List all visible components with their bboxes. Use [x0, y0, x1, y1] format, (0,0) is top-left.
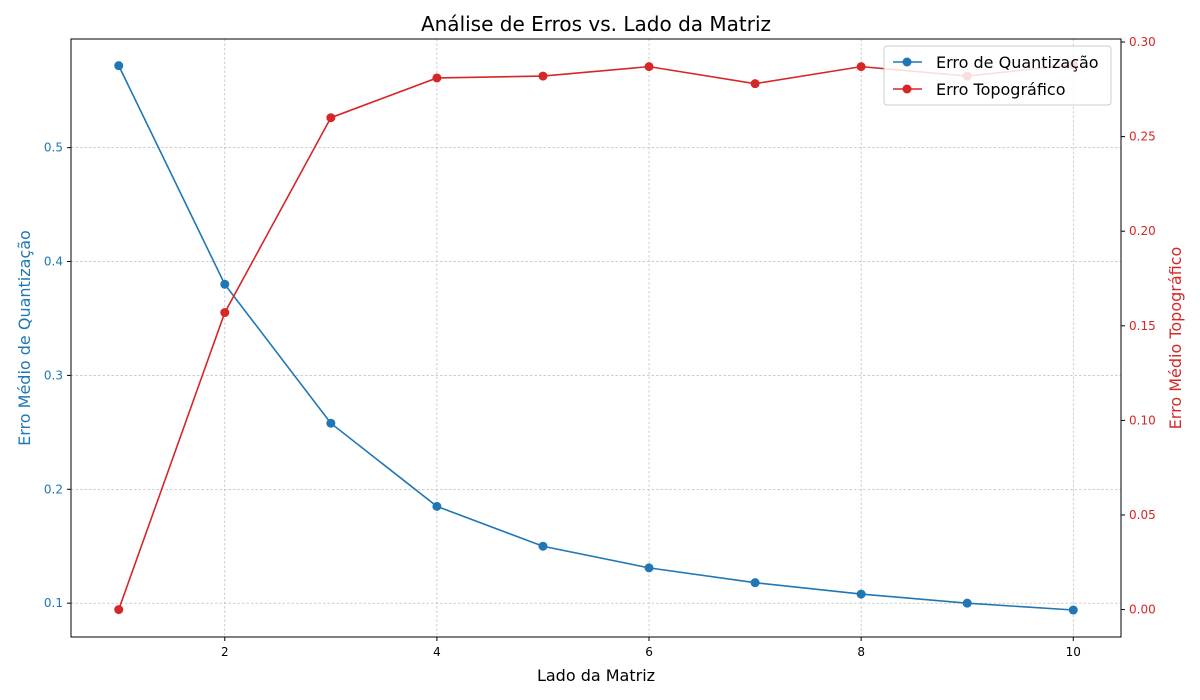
y-axis-right: 0.00 0.05 0.10 0.15 0.20 0.25 0.30 — [1121, 35, 1156, 617]
y-right-tick-label: 0.25 — [1129, 130, 1156, 144]
data-point-0 — [432, 501, 442, 511]
plot-frame — [70, 38, 1122, 638]
data-point-0 — [114, 61, 124, 71]
y-right-tick-label: 0.10 — [1129, 413, 1156, 427]
legend-marker-topografico — [902, 84, 912, 94]
data-point-1 — [326, 113, 336, 123]
legend-box — [883, 45, 1112, 106]
legend-label-quantizacao: Erro de Quantização — [936, 53, 1099, 72]
x-tick-label: 10 — [1066, 645, 1081, 659]
legend: Erro de Quantização Erro Topográfico — [883, 45, 1112, 106]
data-point-1 — [432, 73, 442, 83]
data-point-1 — [538, 71, 548, 81]
y-right-tick-label: 0.15 — [1129, 319, 1156, 333]
y-right-tick-label: 0.00 — [1129, 603, 1156, 617]
x-tick-label: 2 — [221, 645, 229, 659]
data-point-0 — [856, 589, 866, 599]
y-left-tick-label: 0.5 — [44, 141, 63, 155]
x-tick-label: 6 — [645, 645, 653, 659]
data-point-1 — [114, 605, 124, 615]
y-right-tick-label: 0.30 — [1129, 35, 1156, 49]
y-left-tick-label: 0.1 — [44, 596, 63, 610]
series-line-1 — [117, 63, 1074, 610]
x-axis: 2 4 6 8 10 — [221, 637, 1081, 659]
x-tick-label: 4 — [433, 645, 441, 659]
y-left-tick-label: 0.4 — [44, 255, 63, 269]
x-tick-label: 8 — [857, 645, 865, 659]
data-point-0 — [326, 418, 336, 428]
data-point-0 — [750, 578, 760, 588]
data-point-1 — [750, 79, 760, 89]
legend-label-topografico: Erro Topográfico — [936, 80, 1066, 99]
data-point-1 — [220, 308, 230, 318]
series-line-0 — [118, 65, 1074, 611]
y-right-tick-label: 0.05 — [1129, 508, 1156, 522]
y-left-tick-label: 0.2 — [44, 482, 63, 496]
data-point-0 — [962, 598, 972, 608]
y-axis-left: 0.1 0.2 0.3 0.4 0.5 — [44, 141, 71, 610]
series-layer — [114, 60, 1078, 615]
data-point-1 — [644, 62, 654, 72]
x-axis-label: Lado da Matriz — [537, 666, 655, 685]
data-point-0 — [220, 279, 230, 289]
chart-title: Análise de Erros vs. Lado da Matriz — [421, 12, 771, 36]
data-point-0 — [644, 563, 654, 573]
data-point-0 — [1068, 605, 1078, 615]
y-right-tick-label: 0.20 — [1129, 224, 1156, 238]
y-axis-left-label: Erro Médio de Quantização — [15, 230, 34, 446]
data-point-0 — [538, 541, 548, 551]
data-point-1 — [856, 62, 866, 72]
y-left-tick-label: 0.3 — [44, 368, 63, 382]
legend-marker-quantizacao — [902, 57, 912, 67]
grid — [71, 39, 1121, 637]
y-axis-right-label: Erro Médio Topográfico — [1166, 247, 1185, 430]
